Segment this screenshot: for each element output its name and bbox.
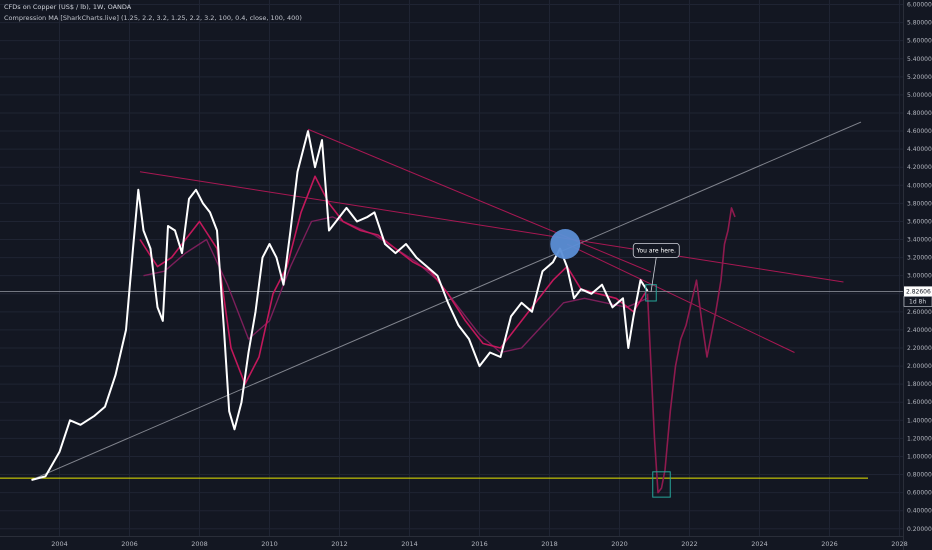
- y-tick-label: 6.00000: [907, 2, 932, 9]
- y-tick-label: 1.80000: [907, 381, 932, 388]
- highlight-box[interactable]: [645, 284, 657, 302]
- y-tick-label: 1.00000: [907, 453, 932, 460]
- projection-line: [646, 207, 736, 494]
- countdown-label: 1d 8h: [909, 299, 926, 306]
- x-tick-label: 2004: [51, 540, 68, 548]
- y-tick-label: 0.60000: [907, 490, 932, 497]
- x-tick-label: 2010: [261, 540, 278, 548]
- y-tick-label: 1.40000: [907, 417, 932, 424]
- y-tick-label: 2.00000: [907, 363, 932, 370]
- x-tick-label: 2012: [331, 540, 348, 548]
- y-tick-label: 2.60000: [907, 309, 932, 316]
- x-tick-label: 2014: [401, 540, 418, 548]
- current-price-tag[interactable]: [904, 286, 932, 297]
- y-tick-label: 4.00000: [907, 182, 932, 189]
- time-axis[interactable]: 2004 2006 2008 2010 2012 2014 2016 2018 2020 2022…: [51, 540, 908, 548]
- y-tick-label: 5.40000: [907, 56, 932, 63]
- x-tick-label: 2020: [611, 540, 628, 548]
- y-tick-label: 5.60000: [907, 38, 932, 45]
- callout-box[interactable]: [632, 242, 680, 258]
- indicator-legend[interactable]: Compression MA [SharkCharts.live] (1.25,…: [4, 14, 302, 22]
- y-tick-label: 3.60000: [907, 218, 932, 225]
- y-tick-label: 4.40000: [907, 146, 932, 153]
- x-tick-label: 2008: [191, 540, 208, 548]
- y-tick-label: 5.20000: [907, 74, 932, 81]
- y-tick-label: 5.00000: [907, 92, 932, 99]
- ma-fast-line: [139, 175, 649, 385]
- highlight-box[interactable]: [652, 471, 671, 498]
- y-tick-label: 2.20000: [907, 345, 932, 352]
- trend-line[interactable]: [566, 243, 795, 353]
- y-tick-label: 3.20000: [907, 255, 932, 262]
- current-price-label: 2.82606: [906, 289, 931, 296]
- y-tick-label: 4.20000: [907, 164, 932, 171]
- highlight-circle[interactable]: [550, 229, 581, 260]
- y-tick-label: 2.40000: [907, 327, 932, 334]
- trend-line[interactable]: [307, 128, 652, 273]
- y-tick-label: 3.40000: [907, 237, 932, 244]
- price-line: [31, 130, 649, 481]
- y-tick-label: 0.40000: [907, 508, 932, 515]
- callout-pointer: [650, 257, 657, 293]
- y-tick-label: 1.60000: [907, 399, 932, 406]
- x-tick-label: 2026: [821, 540, 838, 548]
- x-tick-label: 2006: [121, 540, 138, 548]
- x-tick-label: 2022: [681, 540, 698, 548]
- trend-line[interactable]: [139, 171, 844, 283]
- series: [31, 130, 736, 494]
- y-tick-label: 3.00000: [907, 273, 932, 280]
- y-tick-label: 4.60000: [907, 128, 932, 135]
- grid: [0, 0, 903, 536]
- price-axis[interactable]: 6.00000 5.80000 5.60000 5.40000 5.20000 5.000…: [903, 2, 932, 533]
- y-tick-label: 1.20000: [907, 435, 932, 442]
- x-tick-label: 2024: [751, 540, 768, 548]
- x-tick-label: 2028: [891, 540, 908, 548]
- y-tick-label: 0.20000: [907, 526, 932, 533]
- x-tick-label: 2016: [471, 540, 488, 548]
- y-tick-label: 5.80000: [907, 20, 932, 27]
- symbol-title: CFDs on Copper (US$ / lb), 1W, OANDA: [4, 3, 132, 11]
- overlay-annotations[interactable]: You are here.: [550, 229, 680, 498]
- y-tick-label: 3.80000: [907, 200, 932, 207]
- callout-text: You are here.: [636, 248, 676, 255]
- y-tick-label: 0.80000: [907, 472, 932, 479]
- x-tick-label: 2018: [541, 540, 558, 548]
- countdown-tag: [903, 296, 932, 307]
- y-tick-label: 4.80000: [907, 110, 932, 117]
